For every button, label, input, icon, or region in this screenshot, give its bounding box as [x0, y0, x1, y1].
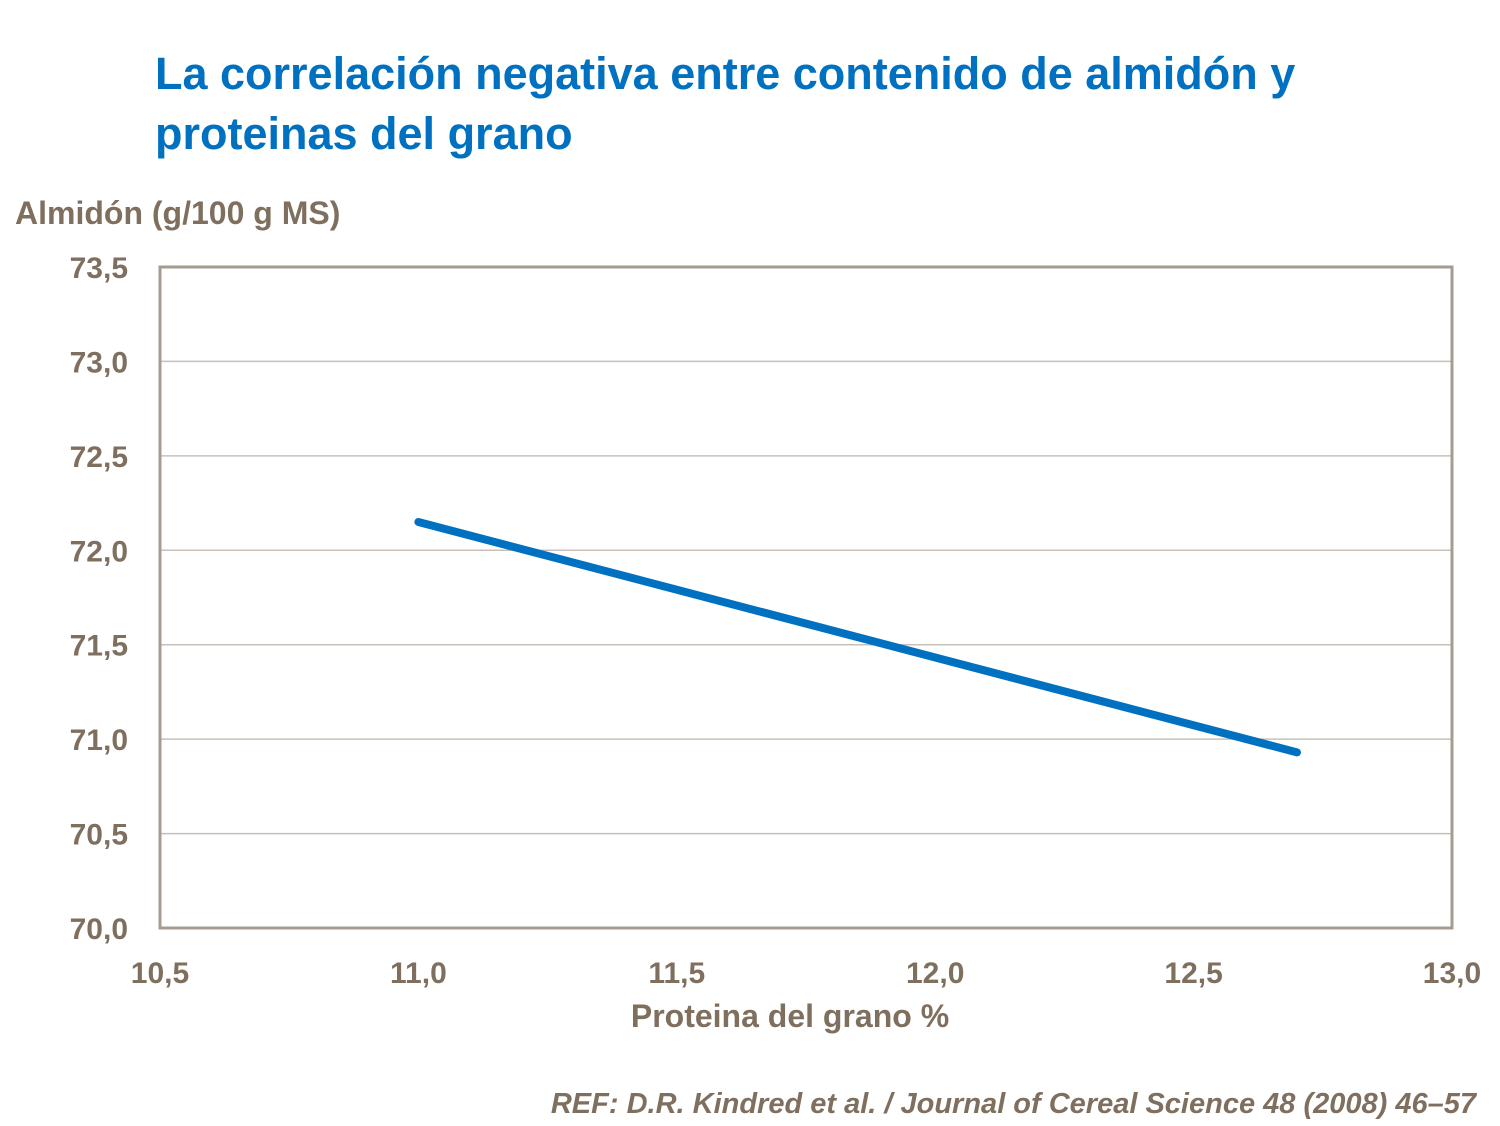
y-tick-label: 71,5: [70, 630, 128, 663]
x-tick-label: 12,0: [906, 957, 964, 990]
x-tick-label: 12,5: [1164, 957, 1222, 990]
y-tick-label: 73,0: [70, 346, 128, 379]
y-tick-label: 72,5: [70, 441, 128, 474]
x-tick-label: 13,0: [1423, 957, 1481, 990]
chart-title: La correlación negativa entre contenido …: [155, 48, 1296, 159]
x-axis-label: Proteina del grano %: [630, 998, 950, 1034]
y-tick-label: 70,0: [70, 913, 128, 946]
reference-citation: REF: D.R. Kindred et al. / Journal of Ce…: [550, 1088, 1476, 1120]
y-tick-label: 73,5: [70, 252, 128, 285]
y-tick-label: 71,0: [70, 724, 128, 757]
y-axis-label: Almidón (g/100 g MS): [15, 195, 341, 231]
y-tick-label: 72,0: [70, 535, 128, 568]
y-tick-label: 70,5: [70, 819, 128, 852]
x-tick-label: 11,5: [648, 957, 705, 990]
x-tick-label: 11,0: [390, 957, 447, 990]
plot-area-border: [158, 265, 1454, 930]
series-line: [414, 517, 1301, 757]
x-tick-label: 10,5: [131, 957, 189, 990]
